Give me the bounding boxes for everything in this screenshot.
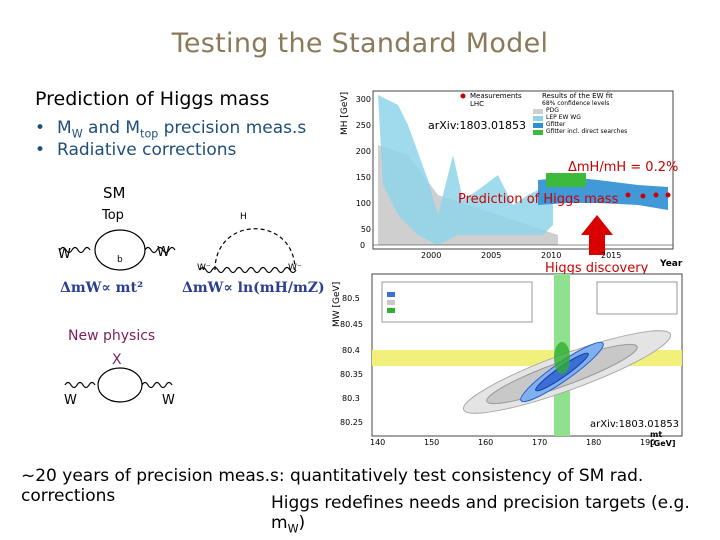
precision-annotation: ΔmH/mH = 0.2% [568,160,679,175]
x-label: X [112,352,122,368]
bullet-sub: top [140,127,159,141]
new-physics-label: New physics [68,328,156,344]
legend-item: LEP EW WG [546,114,581,121]
y-tick-zero: 0 [360,241,366,250]
legend-fit-sub: 68% confidence levels [542,100,610,107]
x-tick: 140 [370,438,386,447]
wm-label-right: W⁻ [288,263,302,273]
wm-label-left: W⁻ [197,263,211,273]
y-tick: 150 [355,173,371,182]
higgs-loop-diagram [199,228,297,274]
x-tick: 180 [586,438,602,447]
top-label: Top [102,208,124,223]
footer-line-2: Higgs redefines needs and precision targ… [271,493,720,535]
y-tick: 80.3 [342,394,360,403]
y-tick: 50 [360,225,371,234]
bullet-text: precision meas.s [158,118,307,138]
footer-sub: W [287,522,299,536]
bullet-radiative: • Radiative corrections [35,140,236,160]
x-tick: 170 [532,438,548,447]
higgs-mass-history-plot: MH [GeV] 300 250 200 150 100 50 0 2000 2… [338,85,683,276]
plot-canvas [371,273,683,437]
bullet-dot-icon: • [35,118,46,138]
top-arxiv-ref: arXiv:1803.01853 [428,119,526,132]
legend-lhc: LHC [470,100,485,108]
bullet-dot-icon: • [35,140,46,160]
new-physics-diagram [64,367,173,403]
discovery-annotation: Higgs discovery [545,261,649,276]
top-loop-diagram [59,229,176,271]
legend-item: PDG [546,107,559,114]
sm-label: SM [103,184,126,202]
slide-title: Testing the Standard Model [171,28,549,59]
y-tick: 80.4 [342,346,360,355]
bullet-sub: W [71,127,83,141]
y-tick: 300 [355,95,371,104]
w-label-np-right: W [162,393,175,408]
top-y-axis-label: MH [GeV] [340,91,350,135]
plot-canvas [372,90,674,255]
w-label-left: W [58,247,71,262]
w-label-np-left: W [64,393,77,408]
y-tick: 200 [355,147,371,156]
y-tick: 80.5 [342,294,360,303]
x-tick: 190 [640,438,656,447]
bullet-mw-mtop: • MW and Mtop precision meas.s [35,118,306,140]
section-heading: Prediction of Higgs mass [35,88,270,110]
legend-item: Gfitter incl. direct searches [546,128,628,135]
bullet-text: Radiative corrections [57,140,237,160]
formula-top: ΔmW∝ mt² [60,280,144,296]
y-tick: 80.45 [340,320,363,329]
bullet-text: M [57,118,72,138]
x-tick: 150 [424,438,440,447]
y-tick: 100 [355,199,371,208]
y-tick: 80.35 [340,370,363,379]
y-tick: 80.25 [340,418,363,427]
footer-line-1: ~20 years of precision meas.s: quantitat… [21,466,644,506]
x-tick: 2010 [541,251,562,260]
x-axis-label: Year [660,259,683,269]
footer-text: Higgs redefines needs and precision targ… [271,493,690,533]
top-y-ticks: 300 250 200 150 100 50 [353,87,371,243]
x-axis-label: mt [GeV] [650,430,676,448]
legend-item: Gfitter [546,121,566,128]
legend-fit-title: Results of the EW fit [542,92,613,100]
x-tick: 2015 [601,251,622,260]
w-label-right: W [157,245,170,260]
bullet-text: and M [82,118,141,138]
feynman-diagrams [59,228,297,274]
x-tick: 2005 [481,251,502,260]
formula-higgs: ΔmW∝ ln(mH/mZ) [182,280,325,296]
mw-mt-contour-plot: MW [GeV] 80.5 80.45 80.4 80.35 80.3 80.2… [332,272,687,452]
y-tick: 250 [355,121,371,130]
b-quark-label: b [117,255,123,265]
legend-title: Measurements [470,92,522,100]
x-tick: 160 [478,438,494,447]
x-tick: 2000 [421,251,442,260]
h-label: H [240,212,247,222]
bottom-arxiv-ref: arXiv:1803.01853 [590,419,680,430]
prediction-annotation: Prediction of Higgs mass [458,192,619,207]
footer-text: ) [298,513,306,533]
